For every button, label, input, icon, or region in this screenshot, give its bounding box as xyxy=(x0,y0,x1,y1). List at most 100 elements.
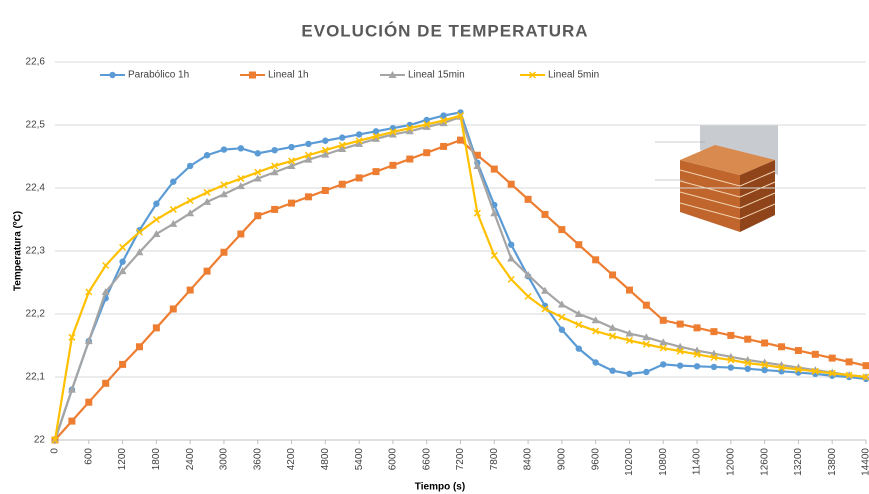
y-tick-label: 22,2 xyxy=(26,309,46,320)
point xyxy=(85,399,92,406)
point xyxy=(525,196,532,203)
point xyxy=(305,141,311,147)
x-tick-label: 10200 xyxy=(624,448,635,476)
x-tick-label: 6600 xyxy=(421,448,432,471)
y-tick-label: 22,4 xyxy=(26,183,46,194)
x-tick-label: 11400 xyxy=(692,448,703,476)
point xyxy=(220,249,227,256)
point xyxy=(745,366,751,372)
legend-label: Parabólico 1h xyxy=(128,70,189,81)
point xyxy=(795,347,802,354)
point xyxy=(694,363,700,369)
y-tick-label: 22,1 xyxy=(26,372,46,383)
point xyxy=(221,146,227,152)
point xyxy=(271,147,277,153)
point xyxy=(238,145,244,151)
x-tick-label: 14400 xyxy=(861,448,869,476)
point xyxy=(288,200,295,207)
legend-label: Lineal 1h xyxy=(268,70,309,81)
point xyxy=(322,187,329,194)
point xyxy=(153,324,160,331)
x-tick-label: 10800 xyxy=(658,448,669,476)
x-tick-label: 9000 xyxy=(557,448,568,471)
point xyxy=(423,149,430,156)
x-tick-label: 0 xyxy=(50,448,61,454)
point xyxy=(204,152,210,158)
x-tick-label: 6000 xyxy=(388,448,399,471)
point xyxy=(339,134,345,140)
point xyxy=(660,361,666,367)
x-axis-title: Tiempo (s) xyxy=(415,482,465,493)
y-tick-label: 22,5 xyxy=(26,120,46,131)
point xyxy=(254,212,261,219)
point xyxy=(187,287,194,294)
x-tick-label: 1200 xyxy=(117,448,128,471)
point xyxy=(660,317,667,324)
y-tick-label: 22,6 xyxy=(26,57,46,68)
x-tick-label: 4200 xyxy=(286,448,297,471)
x-tick-label: 12000 xyxy=(725,448,736,476)
x-tick-label: 7800 xyxy=(489,448,500,471)
x-tick-label: 3600 xyxy=(252,448,263,471)
point xyxy=(829,355,836,362)
point xyxy=(153,201,159,207)
point xyxy=(255,150,261,156)
point xyxy=(643,302,650,309)
point xyxy=(711,364,717,370)
x-tick-label: 13200 xyxy=(793,448,804,476)
point xyxy=(677,321,684,328)
point xyxy=(170,305,177,312)
x-tick-label: 12600 xyxy=(759,448,770,476)
x-tick-label: 9600 xyxy=(590,448,601,471)
y-tick-label: 22,3 xyxy=(26,246,46,257)
point xyxy=(576,345,582,351)
point xyxy=(170,179,176,185)
point xyxy=(508,181,515,188)
x-tick-label: 4800 xyxy=(320,448,331,471)
x-tick-label: 600 xyxy=(83,448,94,465)
point xyxy=(389,162,396,169)
x-tick-label: 1800 xyxy=(151,448,162,471)
point xyxy=(609,368,615,374)
x-tick-label: 13800 xyxy=(827,448,838,476)
point xyxy=(136,343,143,350)
point xyxy=(626,371,632,377)
point xyxy=(339,181,346,188)
x-tick-label: 8400 xyxy=(523,448,534,471)
x-tick-label: 3000 xyxy=(219,448,230,471)
legend-label: Lineal 5min xyxy=(548,70,599,81)
point xyxy=(744,336,751,343)
point xyxy=(440,143,447,150)
point xyxy=(373,168,380,175)
point xyxy=(694,324,701,331)
x-tick-label: 7200 xyxy=(455,448,466,471)
point xyxy=(356,131,362,137)
point xyxy=(863,362,869,369)
chart-title: EVOLUCIÓN DE TEMPERATURA xyxy=(301,21,588,40)
point xyxy=(508,242,514,248)
x-tick-label: 5400 xyxy=(354,448,365,471)
point xyxy=(288,144,294,150)
point xyxy=(559,327,565,333)
point xyxy=(237,230,244,237)
point xyxy=(812,351,819,358)
point xyxy=(643,369,649,375)
point xyxy=(271,206,278,213)
point xyxy=(710,328,717,335)
point xyxy=(677,362,683,368)
point xyxy=(727,332,734,339)
point xyxy=(778,343,785,350)
point xyxy=(305,193,312,200)
point xyxy=(204,268,211,275)
point xyxy=(322,138,328,144)
point xyxy=(761,339,768,346)
point xyxy=(457,137,464,144)
point xyxy=(626,287,633,294)
point xyxy=(119,259,125,265)
x-tick-label: 2400 xyxy=(185,448,196,471)
y-axis-title: Temperatura (ºC) xyxy=(13,211,24,291)
point xyxy=(846,358,853,365)
chart: EVOLUCIÓN DE TEMPERATURA Tiempo (s) Temp… xyxy=(0,0,869,494)
point xyxy=(609,271,616,278)
point xyxy=(558,226,565,233)
